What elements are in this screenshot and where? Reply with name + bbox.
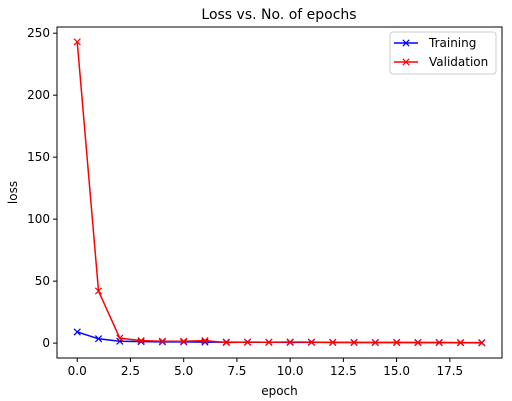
x-tick-label: 12.5 xyxy=(330,364,357,378)
legend-label: Validation xyxy=(429,55,488,69)
training-data-point xyxy=(94,335,103,343)
y-tick-label: 250 xyxy=(27,26,50,40)
y-tick-label: 0 xyxy=(42,336,50,350)
validation-data-point xyxy=(456,339,465,347)
y-tick-label: 100 xyxy=(27,212,50,226)
x-tick-label: 17.5 xyxy=(436,364,463,378)
validation-data-point xyxy=(392,338,401,347)
validation-data-point xyxy=(73,38,81,46)
legend-label: Training xyxy=(428,36,476,50)
validation-data-point xyxy=(265,338,273,346)
validation-data-point xyxy=(435,339,443,347)
plot-area-frame xyxy=(56,26,503,359)
validation-data-point xyxy=(307,338,316,346)
validation-data-point xyxy=(116,334,124,342)
y-tick-label: 150 xyxy=(27,150,50,164)
validation-data-point xyxy=(137,337,145,345)
validation-data-point xyxy=(286,338,294,346)
y-axis-label: loss xyxy=(6,181,20,204)
legend-marker-x xyxy=(402,39,410,47)
x-tick-label: 0.0 xyxy=(68,364,87,378)
validation-data-point xyxy=(350,338,358,347)
validation-data-point xyxy=(222,338,230,347)
chart-title: Loss vs. No. of epochs xyxy=(201,7,356,23)
y-tick-label: 200 xyxy=(27,88,50,102)
validation-data-point xyxy=(201,337,209,345)
x-axis-label: epoch xyxy=(261,384,298,398)
validation-series-line xyxy=(76,41,482,344)
validation-data-point xyxy=(158,337,167,345)
validation-data-point xyxy=(478,339,486,347)
x-tick-label: 7.5 xyxy=(227,364,246,378)
validation-data-point xyxy=(180,337,188,345)
y-tick-label: 50 xyxy=(35,274,50,288)
legend-marker-x xyxy=(402,58,410,66)
x-tick-label: 5.0 xyxy=(174,364,193,378)
x-tick-label: 15.0 xyxy=(383,364,410,378)
training-data-point xyxy=(73,328,81,336)
x-tick-label: 2.5 xyxy=(121,364,140,378)
validation-data-point xyxy=(371,338,379,347)
validation-data-point xyxy=(329,338,337,347)
x-tick-label: 10.0 xyxy=(277,364,304,378)
training-series-line xyxy=(77,331,482,344)
validation-data-point xyxy=(414,339,422,347)
training-data-point xyxy=(137,338,145,346)
validation-data-point xyxy=(243,338,252,346)
legend-item-validation: Validation xyxy=(394,55,488,69)
legend: Training Validation xyxy=(389,31,497,75)
legend-item-training: Training xyxy=(394,36,476,50)
validation-data-point xyxy=(94,287,103,295)
